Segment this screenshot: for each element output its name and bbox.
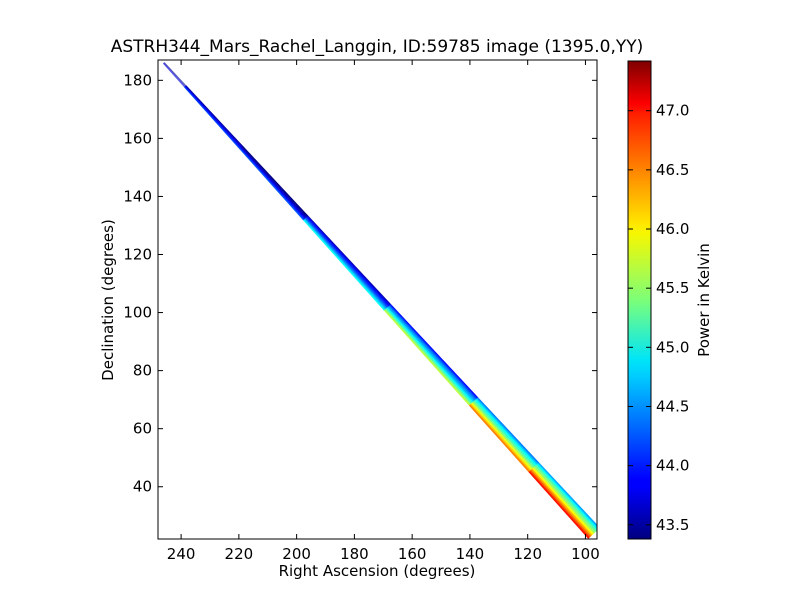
x-tick-label: 160 [398, 545, 427, 563]
scan-track-segment [469, 403, 532, 472]
colorbar-tick-label: 45.0 [656, 338, 689, 356]
x-tick-label: 100 [571, 545, 600, 563]
plot-frame [157, 59, 598, 540]
scan-track-segment [303, 219, 386, 311]
y-tick-label: 160 [123, 129, 152, 147]
scan-track-segment [306, 216, 390, 307]
scan-track [162, 61, 597, 539]
colorbar-tick-label: 47.0 [656, 102, 689, 120]
colorbar-tick-label: 46.5 [656, 161, 689, 179]
y-axis-label: Declination (degrees) [99, 219, 117, 381]
scan-track-segment [389, 304, 479, 399]
scan-track-segment [533, 466, 596, 535]
y-tick-label: 100 [123, 304, 152, 322]
scan-track-segment [468, 404, 531, 473]
scan-track-segment [387, 306, 476, 402]
scan-track-segment [534, 465, 597, 533]
scan-track-segment [239, 148, 305, 221]
scan-track-segment [304, 218, 388, 309]
y-tick-label: 40 [133, 478, 152, 496]
colorbar-tick-label: 43.5 [656, 516, 689, 534]
scan-track-segment [241, 146, 307, 219]
scan-track-segment [241, 146, 308, 218]
scan-track-segment [241, 146, 308, 218]
x-tick-label: 180 [340, 545, 369, 563]
scan-track-segment [530, 468, 593, 537]
colorbar-tick-label: 46.0 [656, 220, 689, 238]
y-tick-label: 140 [123, 187, 152, 205]
scan-track-segment [303, 219, 386, 311]
x-tick-label: 240 [167, 545, 196, 563]
scan-track-segment [471, 401, 534, 470]
scan-track-segment [184, 86, 241, 150]
scan-track-segment [242, 145, 309, 217]
scan-track-segment [476, 397, 540, 464]
scan-track-segment [239, 148, 305, 221]
colorbar-tick-label: 44.5 [656, 397, 689, 415]
y-tick-label: 120 [123, 246, 152, 264]
x-tick-label: 200 [282, 545, 311, 563]
y-tick-label: 180 [123, 71, 152, 89]
scan-track-segment [383, 309, 471, 406]
scan-track-segment [240, 147, 306, 220]
colorbar-ticks: 43.5 44.0 44.5 45.0 45.5 46.0 46.5 47.0 [628, 102, 689, 534]
scan-track-segment [528, 470, 590, 539]
scan-track-segment [384, 308, 472, 405]
colorbar-tick-label: 44.0 [656, 457, 689, 475]
scan-track-segment [385, 308, 473, 405]
scan-track-segment [531, 467, 594, 536]
scan-track-segment [162, 63, 185, 88]
y-tick-label: 80 [133, 362, 152, 380]
scan-track-segment [305, 217, 389, 309]
colorbar [627, 60, 652, 540]
scan-track-segment [240, 147, 307, 219]
scan-track-segment [307, 215, 392, 306]
y-axis: 40 60 80 100 120 140 160 180 [123, 71, 597, 496]
scan-track-segment [474, 398, 538, 467]
scan-track-segment [388, 305, 477, 401]
chart-title: ASTRH344_Mars_Rachel_Langgin, ID:59785 i… [111, 37, 644, 57]
scan-track-segment [475, 398, 539, 466]
x-tick-label: 140 [456, 545, 485, 563]
scan-track-segment [240, 147, 306, 220]
colorbar-tick-label: 45.5 [656, 279, 689, 297]
scan-track-segment [386, 307, 474, 404]
scan-track-segment [473, 399, 536, 468]
scan-track-segment [529, 469, 592, 538]
scan-track-segment [305, 217, 389, 308]
scan-track-segment [535, 464, 597, 532]
x-tick-label: 120 [513, 545, 542, 563]
x-tick-label: 220 [225, 545, 254, 563]
scan-track-segment [386, 306, 475, 403]
colorbar-label: Power in Kelvin [695, 243, 713, 357]
scan-track-segment [306, 216, 391, 306]
scan-track-segment [472, 400, 535, 469]
x-axis: 240 220 200 180 160 140 120 100 [167, 60, 600, 563]
x-axis-label: Right Ascension (degrees) [279, 562, 476, 580]
scan-track-segment [304, 218, 387, 310]
scan-track-segment [536, 463, 597, 531]
y-tick-label: 60 [133, 420, 152, 438]
scan-track-segment [389, 304, 478, 400]
scan-track-segment [537, 462, 597, 528]
scan-track-segment [470, 402, 533, 471]
